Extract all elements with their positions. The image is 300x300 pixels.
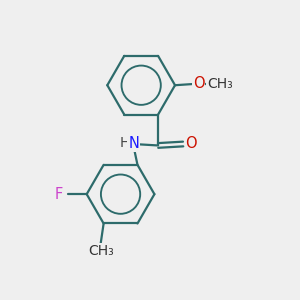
Text: O: O [193, 76, 204, 91]
Text: O: O [186, 136, 197, 152]
Text: N: N [128, 136, 139, 151]
Text: H: H [120, 136, 130, 150]
Text: F: F [55, 187, 63, 202]
Text: CH₃: CH₃ [207, 77, 233, 91]
Text: CH₃: CH₃ [88, 244, 114, 258]
